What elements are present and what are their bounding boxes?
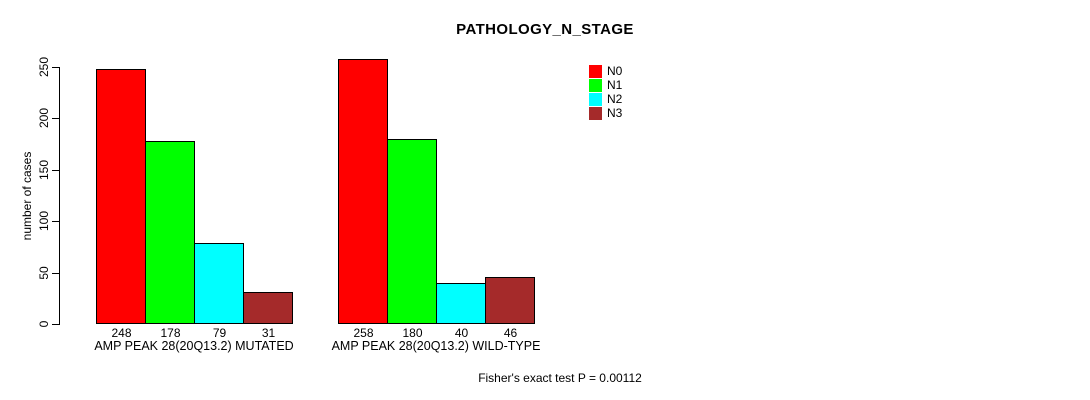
- y-tick-label: 100: [37, 210, 51, 232]
- bar-value-label: 248: [111, 326, 132, 340]
- legend: N0 N1 N2 N3: [589, 64, 622, 120]
- bar-N0: [338, 59, 388, 324]
- bar-N3: [485, 277, 535, 324]
- bar-value-label: 178: [160, 326, 181, 340]
- legend-swatch-N1: [589, 78, 602, 92]
- y-axis-line: [59, 67, 60, 325]
- legend-item: N1: [589, 78, 622, 92]
- y-axis-label: number of cases: [20, 151, 34, 241]
- bar-N3: [243, 292, 293, 324]
- bar-value-label: 79: [212, 326, 227, 340]
- legend-swatch-N2: [589, 92, 602, 106]
- legend-label: N2: [607, 91, 623, 106]
- y-tick-label: 200: [37, 107, 51, 129]
- bar-N0: [96, 69, 146, 324]
- y-tick-mark: [52, 324, 59, 325]
- bar-value-label: 46: [503, 326, 518, 340]
- y-tick-label: 0: [37, 320, 51, 328]
- group-label: AMP PEAK 28(20Q13.2) WILD-TYPE: [331, 339, 541, 353]
- bar-value-label: 40: [454, 326, 469, 340]
- legend-label: N1: [607, 77, 623, 92]
- legend-label: N0: [607, 63, 623, 78]
- y-tick-mark: [52, 67, 59, 68]
- legend-item: N3: [589, 106, 622, 120]
- y-tick-mark: [52, 273, 59, 274]
- group-label: AMP PEAK 28(20Q13.2) MUTATED: [94, 339, 294, 353]
- y-tick-mark: [52, 221, 59, 222]
- y-tick-label: 250: [37, 56, 51, 78]
- legend-item: N2: [589, 92, 622, 106]
- bar-N2: [194, 243, 244, 324]
- y-tick-label: 50: [37, 266, 51, 280]
- bar-N1: [145, 141, 195, 324]
- bar-N2: [436, 283, 486, 324]
- bar-value-label: 180: [402, 326, 423, 340]
- stat-annotation: Fisher's exact test P = 0.00112: [478, 371, 642, 385]
- bar-N1: [387, 139, 437, 324]
- legend-swatch-N0: [589, 64, 602, 78]
- bar-value-label: 258: [353, 326, 374, 340]
- legend-item: N0: [589, 64, 622, 78]
- legend-swatch-N3: [589, 106, 602, 120]
- chart-title: PATHOLOGY_N_STAGE: [456, 21, 634, 38]
- y-tick-mark: [52, 118, 59, 119]
- y-tick-mark: [52, 170, 59, 171]
- y-tick-label: 150: [37, 159, 51, 181]
- bar-value-label: 31: [261, 326, 276, 340]
- legend-label: N3: [607, 105, 623, 120]
